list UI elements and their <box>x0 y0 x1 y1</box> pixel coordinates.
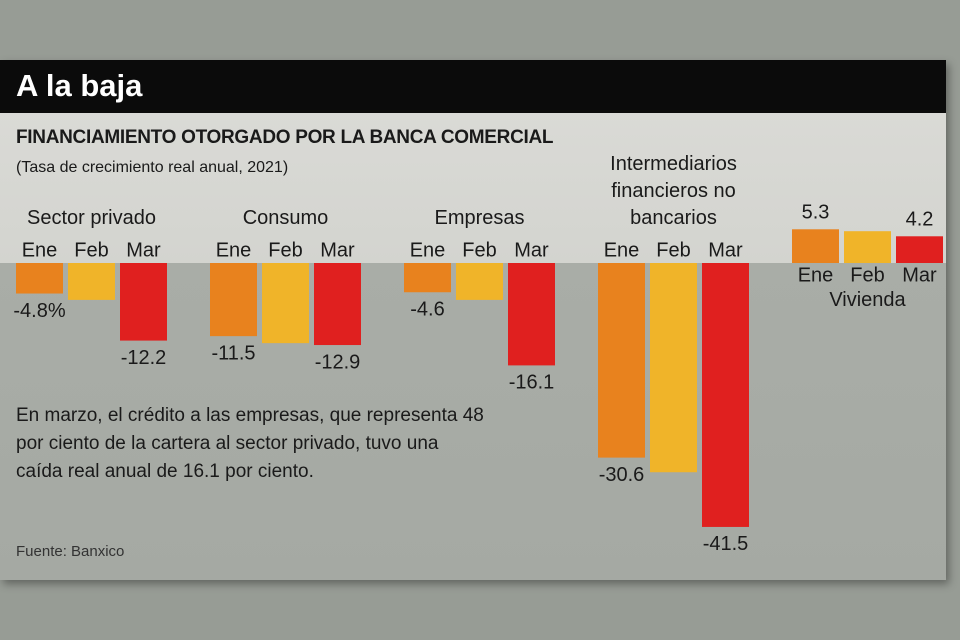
bar <box>16 263 63 294</box>
category-label: Mar <box>126 239 161 261</box>
subtitle: FINANCIAMIENTO OTORGADO POR LA BANCA COM… <box>16 127 554 148</box>
value-label: -12.9 <box>315 351 361 373</box>
bar <box>120 263 167 341</box>
category-label: Mar <box>708 239 743 261</box>
bar <box>598 263 645 458</box>
category-label: Ene <box>410 239 446 261</box>
source: Fuente: Banxico <box>16 543 125 560</box>
group-title: Sector privado <box>27 207 156 229</box>
value-label: -16.1 <box>509 372 555 394</box>
group-title: Vivienda <box>829 289 906 311</box>
group-title: Empresas <box>434 207 525 229</box>
bar <box>792 229 839 263</box>
bar <box>896 236 943 263</box>
category-label: Feb <box>268 239 302 261</box>
bar <box>314 263 361 346</box>
category-label: Ene <box>798 264 834 286</box>
group-title: Intermediarios financieros no bancarios <box>610 153 737 229</box>
bar <box>404 263 451 293</box>
value-label: 5.3 <box>802 202 830 224</box>
bar <box>68 263 115 300</box>
value-label: -11.5 <box>211 342 255 364</box>
category-label: Feb <box>462 239 496 261</box>
value-label: -4.6 <box>410 299 444 321</box>
category-label: Mar <box>514 239 549 261</box>
group-title: Consumo <box>242 207 329 229</box>
category-label: Feb <box>74 239 108 261</box>
category-label: Mar <box>320 239 355 261</box>
unit-note: (Tasa de crecimiento real anual, 2021) <box>16 159 289 176</box>
bar <box>844 231 891 263</box>
category-label: Ene <box>604 239 640 261</box>
title-bar <box>0 60 946 113</box>
bar <box>650 263 697 473</box>
value-label: -30.6 <box>599 464 645 486</box>
category-label: Ene <box>216 239 252 261</box>
title: A la baja <box>16 68 143 103</box>
bar <box>262 263 309 344</box>
category-label: Ene <box>22 239 58 261</box>
category-label: Mar <box>902 264 937 286</box>
bar <box>210 263 257 337</box>
bar <box>702 263 749 527</box>
value-label: -12.2 <box>121 347 167 369</box>
bar <box>508 263 555 366</box>
category-label: Feb <box>656 239 690 261</box>
value-label: -41.5 <box>703 533 749 555</box>
bar <box>456 263 503 300</box>
value-label: 4.2 <box>906 209 934 231</box>
category-label: Feb <box>850 264 884 286</box>
note: En marzo, el crédito a las empresas, que… <box>16 405 484 482</box>
value-label: -4.8% <box>13 300 65 322</box>
